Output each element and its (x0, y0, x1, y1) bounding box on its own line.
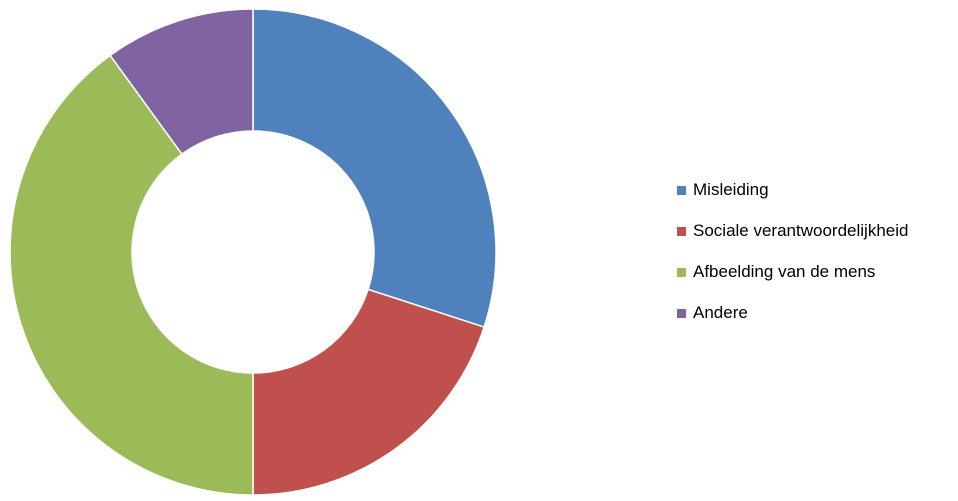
legend-label-andere: Andere (693, 303, 748, 322)
donut-slice-afbeelding-van-de-mens (9, 54, 254, 496)
legend-label-sociale-verantwoordelijkheid: Sociale verantwoordelijkheid (693, 221, 909, 240)
legend: Misleiding Sociale verantwoordelijkheid … (677, 180, 908, 344)
legend-item-misleiding: Misleiding (677, 180, 908, 200)
donut-slice-andere (109, 8, 254, 156)
legend-swatch-andere (677, 308, 686, 318)
donut-slice-misleiding (252, 8, 497, 329)
donut-slice-sociale-verantwoordelijkheid (252, 288, 486, 496)
legend-label-misleiding: Misleiding (693, 180, 769, 199)
legend-item-afbeelding-van-de-mens: Afbeelding van de mens (677, 262, 908, 282)
legend-swatch-misleiding (677, 185, 686, 195)
legend-item-sociale-verantwoordelijkheid: Sociale verantwoordelijkheid (677, 221, 908, 241)
legend-swatch-sociale-verantwoordelijkheid (677, 226, 686, 236)
legend-swatch-afbeelding-van-de-mens (677, 267, 686, 277)
legend-item-andere: Andere (677, 303, 908, 323)
legend-label-afbeelding-van-de-mens: Afbeelding van de mens (693, 262, 876, 281)
